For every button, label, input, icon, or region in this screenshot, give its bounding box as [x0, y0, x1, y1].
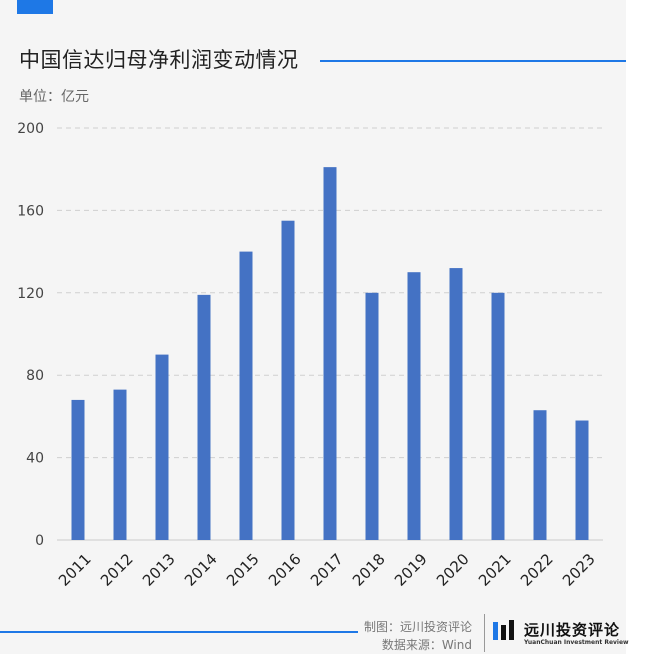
x-tick-label: 2019	[391, 550, 431, 590]
y-tick-label: 0	[35, 533, 44, 549]
bar-2014	[197, 294, 211, 540]
bar-2015	[239, 251, 253, 540]
bar-2017	[323, 167, 337, 540]
bar-2012	[113, 389, 127, 540]
y-tick-label: 120	[17, 286, 44, 302]
y-tick-label: 200	[17, 121, 44, 137]
unit-label: 单位：亿元	[19, 89, 89, 105]
bar-2019	[407, 272, 421, 540]
brand-name: 远川投资评论	[524, 621, 621, 639]
x-tick-label: 2011	[55, 550, 95, 590]
x-tick-label: 2013	[139, 550, 179, 590]
x-tick-label: 2017	[307, 550, 347, 590]
bar-2018	[365, 292, 379, 540]
chart-title: 中国信达归母净利润变动情况	[19, 48, 299, 72]
x-tick-label: 2021	[475, 550, 515, 590]
x-tick-label: 2020	[433, 550, 473, 590]
x-tick-label: 2015	[223, 550, 263, 590]
bar-2016	[281, 220, 295, 540]
brand-divider	[484, 614, 485, 652]
brand-subtitle: YuanChuan Investment Review	[524, 639, 629, 646]
x-tick-label: 2014	[181, 550, 221, 590]
bar-2021	[491, 292, 505, 540]
bar-2023	[575, 420, 589, 540]
y-tick-label: 160	[17, 203, 44, 219]
x-tick-label: 2012	[97, 550, 137, 590]
bar-2020	[449, 268, 463, 540]
y-tick-label: 40	[26, 451, 44, 467]
title-rule	[320, 60, 626, 62]
y-tick-label: 80	[26, 368, 44, 384]
bar-2011	[71, 399, 85, 540]
bar-2013	[155, 354, 169, 540]
data-source: 数据来源：Wind	[381, 638, 472, 652]
y-axis-ticks: 0 40 80 120 160 200	[17, 121, 44, 549]
chart-panel	[0, 0, 626, 654]
chart-credit: 制图：远川投资评论	[363, 620, 472, 634]
footer-rule	[0, 631, 358, 633]
x-tick-label: 2016	[265, 550, 305, 590]
bars	[71, 167, 589, 540]
bar-2022	[533, 410, 547, 540]
brand-logo-icon	[493, 620, 514, 640]
x-tick-label: 2022	[517, 550, 557, 590]
x-tick-label: 2023	[559, 550, 599, 590]
x-tick-label: 2018	[349, 550, 389, 590]
x-axis-ticks: 2011 2012 2013 2014 2015 2016 2017 2018 2019 2020…	[55, 550, 599, 590]
header-accent-tab	[17, 0, 53, 14]
